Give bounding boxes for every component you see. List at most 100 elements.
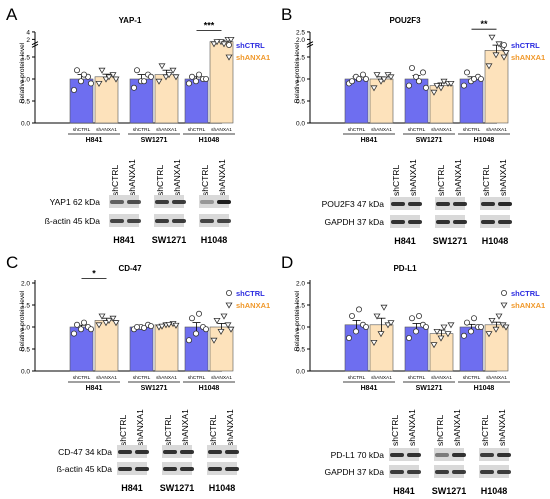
blot-band bbox=[435, 453, 449, 457]
data-point bbox=[220, 41, 228, 48]
blot-cell-line-label: H841 bbox=[121, 483, 143, 493]
blot-cell-line-label: H1048 bbox=[482, 236, 509, 246]
x-category-label: H841 bbox=[361, 137, 378, 144]
blot-row-label: ß-actin 45 kDa bbox=[45, 216, 101, 226]
bar-shanxa1 bbox=[94, 320, 119, 372]
blot-membrane bbox=[207, 445, 237, 458]
data-point bbox=[112, 76, 120, 83]
x-category-label: SW1271 bbox=[141, 385, 168, 392]
panel-letter: C bbox=[6, 253, 18, 272]
blot-membrane bbox=[390, 215, 420, 228]
blot-membrane bbox=[435, 215, 465, 228]
data-point bbox=[192, 78, 199, 85]
legend-marker-shanxa1 bbox=[225, 54, 233, 61]
data-point bbox=[380, 304, 388, 311]
blot-lane-label: shANXA1 bbox=[498, 159, 508, 196]
data-point bbox=[477, 324, 484, 331]
blot-band bbox=[200, 219, 214, 223]
data-point bbox=[373, 72, 381, 79]
panel-letter: D bbox=[281, 253, 293, 272]
western-blot-a: shCTRL shANXA1 shCTRL shANXA1 shCTRL shANXA1 Y… bbox=[45, 159, 231, 245]
data-point bbox=[373, 313, 381, 320]
blot-membrane bbox=[390, 197, 420, 210]
y-axis-label: Relative protein level bbox=[294, 42, 301, 103]
data-point bbox=[165, 72, 173, 79]
blot-lane-label: shCTRL bbox=[110, 165, 120, 196]
lane-label: shANXA1 bbox=[486, 127, 507, 133]
legend-label-shanxa1: shANXA1 bbox=[511, 53, 545, 62]
blot-membrane bbox=[434, 448, 464, 461]
data-point bbox=[467, 328, 474, 335]
x-category-label: H1048 bbox=[474, 137, 495, 144]
blot-membrane bbox=[480, 197, 510, 210]
y-tick-label: 0.0 bbox=[296, 121, 305, 128]
lane-label: shCTRL bbox=[73, 375, 91, 381]
blot-band bbox=[180, 467, 194, 471]
data-point bbox=[188, 315, 195, 322]
data-point bbox=[495, 313, 503, 320]
data-point bbox=[377, 78, 385, 85]
data-point bbox=[485, 331, 493, 338]
data-point bbox=[81, 71, 88, 78]
y-tick-label: 0.5 bbox=[21, 347, 30, 354]
x-category-label: H1048 bbox=[199, 385, 220, 392]
blot-row-label: POU2F3 47 kDa bbox=[322, 199, 385, 209]
significance-label: * bbox=[92, 269, 96, 279]
data-point bbox=[502, 50, 510, 57]
lane-label: shANXA1 bbox=[156, 127, 177, 133]
x-category-label: H1048 bbox=[474, 385, 495, 392]
bar-shanxa1 bbox=[484, 50, 509, 124]
blot-band bbox=[110, 219, 124, 223]
blot-band bbox=[435, 470, 449, 474]
blot-band bbox=[498, 220, 512, 224]
y-axis-label: Relative protein level bbox=[19, 290, 26, 351]
blot-row-label: PD-L1 70 kDa bbox=[331, 450, 385, 460]
blot-cell-line-label: H841 bbox=[394, 236, 416, 246]
data-point bbox=[387, 320, 395, 327]
blot-band bbox=[391, 202, 405, 206]
data-point bbox=[415, 78, 422, 85]
data-point bbox=[470, 76, 477, 83]
data-point bbox=[412, 73, 419, 80]
data-point bbox=[463, 69, 470, 76]
data-point bbox=[112, 320, 120, 327]
chart-panel-b: B POU2F3 Relative protein level 0.0 0.5 1.0 1.… bbox=[281, 5, 545, 144]
data-point bbox=[147, 73, 154, 80]
blot-band bbox=[163, 450, 177, 454]
blot-lane-label: shCTRL bbox=[480, 415, 490, 446]
data-point bbox=[363, 76, 370, 83]
blot-lane-label: shCTRL bbox=[390, 415, 400, 446]
data-point bbox=[133, 67, 140, 74]
blot-band bbox=[180, 450, 194, 454]
blot-cell-line-label: H1048 bbox=[481, 486, 508, 496]
bar-shctrl bbox=[129, 326, 154, 372]
data-point bbox=[140, 324, 147, 331]
data-point bbox=[95, 81, 103, 87]
data-point bbox=[74, 321, 81, 328]
chart-title: CD-47 bbox=[118, 264, 142, 273]
blot-membrane bbox=[109, 214, 139, 227]
data-point bbox=[444, 331, 452, 338]
data-point bbox=[195, 310, 202, 317]
data-point bbox=[105, 74, 113, 81]
blot-band bbox=[110, 200, 124, 204]
lane-label: shANXA1 bbox=[96, 127, 117, 133]
data-point bbox=[447, 322, 455, 329]
data-point bbox=[440, 78, 448, 85]
data-point bbox=[437, 335, 445, 342]
blot-band bbox=[480, 470, 494, 474]
blot-membrane bbox=[207, 462, 237, 475]
blot-band bbox=[217, 219, 231, 223]
y-tick-label: 0.5 bbox=[296, 99, 305, 106]
data-point bbox=[220, 313, 228, 320]
blot-lane-label: shCTRL bbox=[435, 415, 445, 446]
y-tick-label: 2.5 bbox=[296, 29, 305, 36]
blot-band bbox=[208, 467, 222, 471]
blot-band bbox=[118, 450, 132, 454]
data-point bbox=[88, 326, 95, 333]
data-point bbox=[422, 324, 429, 331]
blot-membrane bbox=[435, 197, 465, 210]
data-point bbox=[81, 319, 88, 326]
blot-membrane bbox=[479, 465, 509, 478]
x-category-label: H841 bbox=[361, 385, 378, 392]
